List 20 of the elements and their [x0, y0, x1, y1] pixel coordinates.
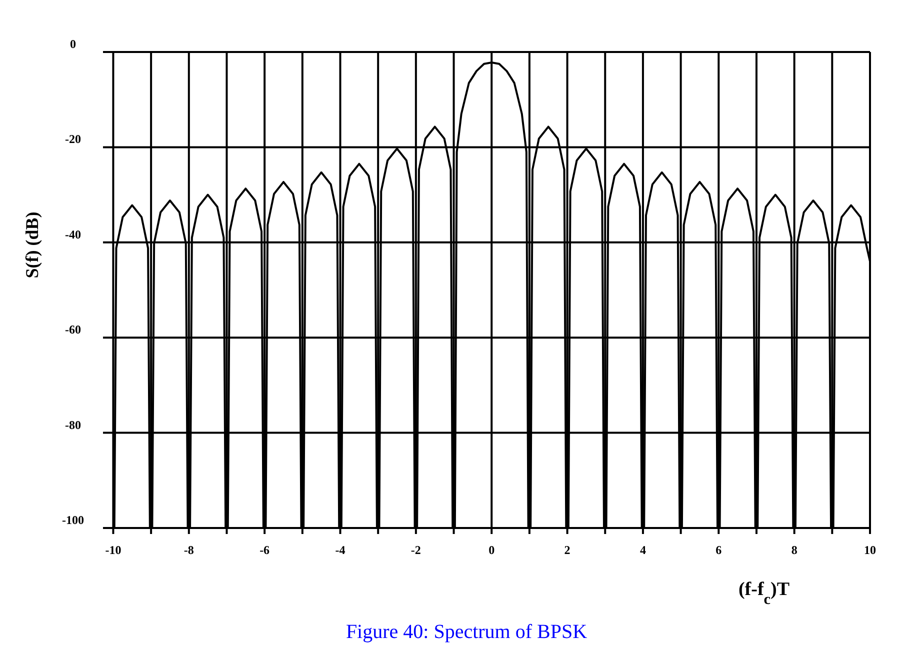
x-tick-label: 8 [791, 543, 798, 557]
y-tick-label: -40 [65, 227, 81, 242]
caption: Figure 40: Spectrum of BPSK [346, 621, 588, 643]
x-tick-label: 4 [640, 543, 646, 557]
y-axis-title: S(f) (dB) [22, 212, 42, 278]
x-tick-label: 2 [564, 543, 570, 557]
x-tick-label: -10 [105, 543, 122, 557]
x-tick-label: -4 [335, 543, 346, 557]
x-tick-label: -6 [260, 543, 270, 557]
y-tick-label: -80 [65, 418, 81, 432]
x-tick-label: 0 [488, 543, 495, 557]
y-tick-label: -20 [65, 132, 81, 146]
y-tick-label: -100 [62, 513, 84, 527]
y-tick-label: -60 [65, 322, 81, 337]
x-tick-label: 10 [864, 543, 876, 557]
x-axis-title: (f-f$_{c}$)T [738, 579, 790, 608]
x-tick-label: -2 [410, 543, 421, 557]
x-tick-label: 6 [716, 543, 722, 557]
y-tick-label: 0 [70, 37, 76, 51]
x-tick-label: -8 [184, 543, 194, 557]
